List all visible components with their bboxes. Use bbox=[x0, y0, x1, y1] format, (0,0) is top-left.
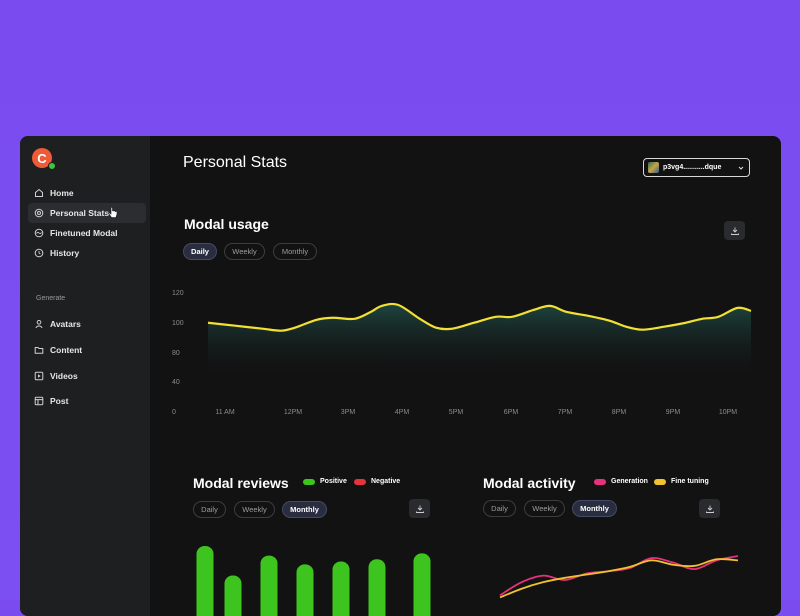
x-tick-label: 5PM bbox=[449, 409, 464, 416]
activity-title: Modal activity bbox=[483, 475, 576, 491]
activity-legend-fine-tuning: Fine tuning bbox=[654, 478, 709, 485]
reviews-legend-negative: Negative bbox=[354, 478, 400, 485]
x-tick-label: 6PM bbox=[504, 409, 519, 416]
reviews-legend-positive: Positive bbox=[303, 478, 347, 485]
sidebar-item-label: Personal Stats bbox=[50, 208, 110, 218]
sidebar-item-label: History bbox=[50, 248, 80, 258]
sidebar-item-label: Videos bbox=[50, 371, 78, 381]
layout-icon bbox=[34, 396, 44, 406]
chevron-down-icon bbox=[738, 166, 744, 170]
usage-download-button[interactable] bbox=[724, 221, 745, 240]
pointer-cursor-icon bbox=[108, 207, 118, 218]
home-icon bbox=[35, 188, 43, 197]
download-icon bbox=[730, 227, 739, 235]
usage-tab-daily[interactable]: Daily bbox=[183, 243, 217, 260]
sidebar-item-label: Post bbox=[50, 396, 69, 406]
download-icon bbox=[415, 505, 424, 513]
activity-legend-generation: Generation bbox=[594, 478, 648, 485]
reviews-tab-daily[interactable]: Daily bbox=[193, 501, 226, 518]
section-label-generate: Generate bbox=[36, 295, 66, 302]
target-icon bbox=[34, 208, 44, 218]
activity-chart bbox=[499, 555, 739, 599]
legend-swatch bbox=[594, 478, 606, 485]
sidebar-item-content[interactable]: Content bbox=[28, 340, 146, 360]
sidebar-item-home[interactable]: Home bbox=[28, 183, 146, 203]
sidebar-item-videos[interactable]: Videos bbox=[28, 366, 146, 386]
x-tick-label: 10PM bbox=[719, 409, 737, 416]
x-tick-label: 9PM bbox=[666, 409, 681, 416]
download-icon bbox=[705, 505, 714, 513]
usage-chart: 0 40 80 100 120 11 AM 12PM 3PM 4PM 5PM 6PM 7PM 8PM 9P… bbox=[172, 290, 752, 416]
sidebar-item-personal-stats[interactable]: Personal Stats bbox=[28, 203, 146, 223]
usage-series-line bbox=[207, 302, 752, 332]
activity-line-generation bbox=[499, 555, 739, 597]
app-logo[interactable]: C bbox=[32, 148, 52, 168]
wave-icon bbox=[34, 228, 44, 238]
review-bar-positive bbox=[196, 546, 214, 616]
x-tick-label: 8PM bbox=[612, 409, 627, 416]
legend-label: Generation bbox=[611, 478, 648, 485]
sidebar-item-finetuned-modal[interactable]: Finetuned Modal bbox=[28, 223, 146, 243]
reviews-download-button[interactable] bbox=[409, 499, 430, 518]
x-tick-label: 11 AM bbox=[215, 409, 234, 416]
sidebar-item-label: Avatars bbox=[50, 319, 81, 329]
x-tick-label: 12PM bbox=[284, 409, 302, 416]
y-tick-label: 80 bbox=[172, 350, 180, 357]
account-selector[interactable]: p3vg4...........dque bbox=[643, 158, 750, 177]
x-tick-label: 3PM bbox=[341, 409, 356, 416]
folder-icon bbox=[34, 347, 44, 354]
legend-label: Negative bbox=[371, 478, 401, 485]
logo-letter: C bbox=[37, 150, 47, 166]
activity-tab-daily[interactable]: Daily bbox=[483, 500, 516, 517]
x-tick-label: 7PM bbox=[558, 409, 573, 416]
legend-swatch bbox=[654, 478, 666, 485]
sidebar-item-label: Home bbox=[50, 188, 74, 198]
account-id: p3vg4...........dque bbox=[663, 164, 722, 171]
sidebar: C Home Personal Stats Finetuned Modal Hi… bbox=[20, 136, 150, 616]
activity-download-button[interactable] bbox=[699, 499, 720, 518]
x-tick-label: 4PM bbox=[395, 409, 410, 416]
user-icon bbox=[35, 320, 43, 329]
legend-swatch bbox=[303, 478, 315, 485]
y-tick-label: 40 bbox=[172, 379, 180, 386]
y-tick-label: 120 bbox=[172, 290, 184, 297]
clock-icon bbox=[34, 248, 44, 258]
page-title: Personal Stats bbox=[183, 154, 288, 171]
sidebar-item-label: Content bbox=[50, 345, 83, 355]
sidebar-item-post[interactable]: Post bbox=[28, 391, 146, 411]
legend-label: Fine tuning bbox=[671, 478, 709, 485]
activity-tab-weekly[interactable]: Weekly bbox=[524, 500, 565, 517]
avatar bbox=[648, 162, 659, 173]
reviews-tab-weekly[interactable]: Weekly bbox=[234, 501, 275, 518]
sidebar-item-history[interactable]: History bbox=[28, 243, 146, 263]
reviews-title: Modal reviews bbox=[193, 475, 289, 491]
activity-tab-monthly[interactable]: Monthly bbox=[572, 500, 617, 517]
app-window: C Home Personal Stats Finetuned Modal Hi… bbox=[20, 136, 781, 616]
usage-title: Modal usage bbox=[184, 216, 269, 232]
activity-line-fine-tuning bbox=[499, 558, 739, 599]
sidebar-item-avatars[interactable]: Avatars bbox=[28, 314, 146, 334]
sidebar-item-label: Finetuned Modal bbox=[50, 228, 118, 238]
legend-label: Positive bbox=[320, 478, 347, 485]
reviews-tab-monthly[interactable]: Monthly bbox=[282, 501, 327, 518]
usage-tab-weekly[interactable]: Weekly bbox=[224, 243, 265, 260]
y-tick-label: 0 bbox=[172, 409, 176, 416]
legend-swatch bbox=[354, 478, 366, 485]
online-status-dot bbox=[48, 162, 56, 170]
y-tick-label: 100 bbox=[172, 320, 184, 327]
usage-tab-monthly[interactable]: Monthly bbox=[273, 243, 317, 260]
play-icon bbox=[34, 371, 44, 381]
